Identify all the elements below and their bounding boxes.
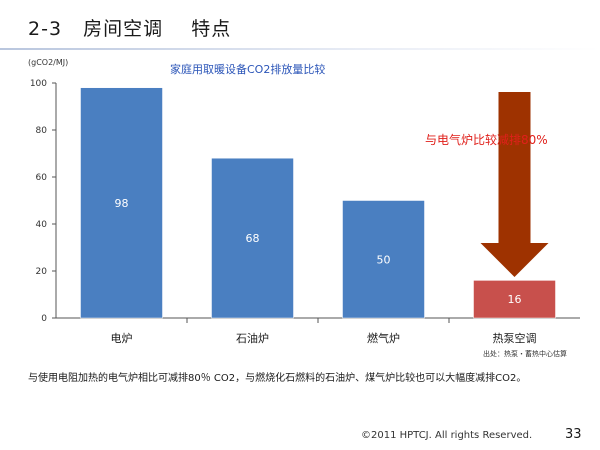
bar: [211, 157, 294, 319]
y-tick-label: 100: [30, 79, 47, 89]
chart-title: 家庭用取暖设备CO2排放量比较: [170, 63, 326, 76]
y-axis-unit-label: (gCO2/MJ): [28, 58, 69, 67]
category-label: 石油炉: [236, 331, 269, 345]
y-tick-label: 40: [36, 220, 48, 230]
footnote-text: 与使用电阻加热的电气炉相比可减排80％ CO2，与燃烧化石燃料的石油炉、煤气炉比…: [28, 373, 527, 384]
bar-value-label: 16: [508, 293, 522, 306]
header-rule: [0, 48, 600, 50]
bar-value-label: 98: [115, 197, 129, 210]
bar-value-label: 68: [246, 232, 260, 245]
chart-bars: 98 电炉 68 石油炉 50 燃气炉 16 热泵空调: [80, 87, 556, 345]
y-tick-label: 20: [36, 267, 48, 277]
copyright: ©2011 HPTCJ. All rights Reserved.: [361, 430, 533, 441]
y-tick-label: 0: [41, 314, 47, 324]
bar: [80, 87, 163, 319]
reduction-annotation: 与电气炉比较减排80%: [425, 133, 548, 147]
y-tick-label: 80: [36, 126, 48, 136]
category-label: 热泵空调: [493, 331, 537, 345]
slide-title: 2-3 房间空调 特点: [28, 18, 232, 40]
bar: [473, 280, 556, 319]
bar-value-label: 50: [377, 253, 391, 266]
reduction-arrow: [480, 92, 549, 277]
source-note: 出处：热泵・蓄热中心估算: [483, 350, 567, 358]
category-label: 燃气炉: [367, 331, 400, 345]
category-label: 电炉: [111, 332, 133, 345]
bar: [342, 200, 425, 319]
arrow-shape: [480, 92, 549, 277]
y-tick-label: 60: [36, 173, 48, 183]
page-number: 33: [565, 427, 582, 442]
